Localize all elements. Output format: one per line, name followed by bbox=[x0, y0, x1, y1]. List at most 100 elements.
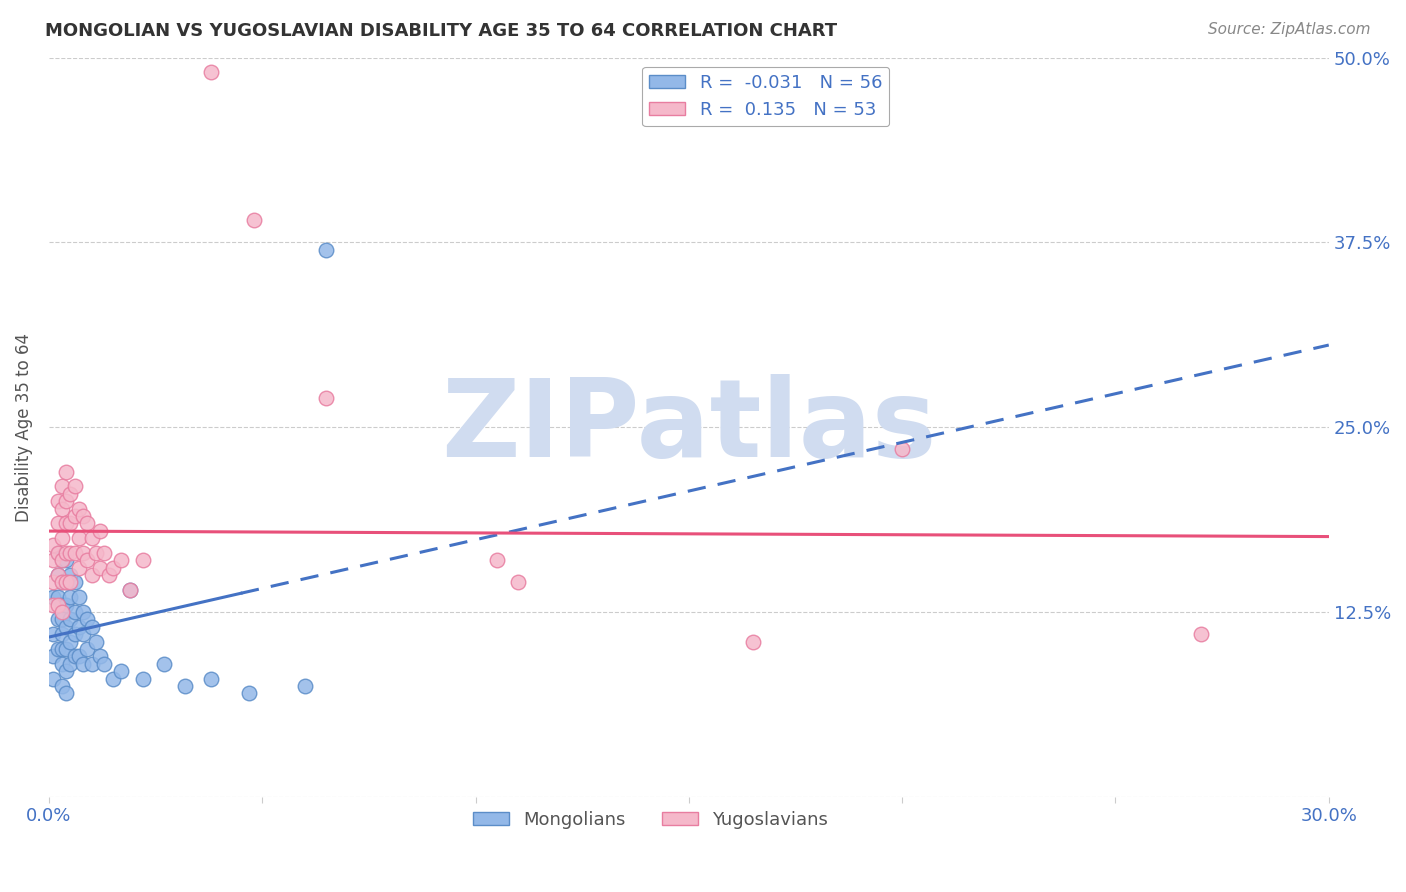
Point bbox=[46, 591, 69, 605]
Point bbox=[51, 627, 73, 641]
Point bbox=[200, 672, 222, 686]
Point bbox=[200, 65, 222, 79]
Point bbox=[63, 479, 86, 493]
Point bbox=[891, 442, 914, 457]
Point bbox=[46, 546, 69, 560]
Point bbox=[67, 591, 90, 605]
Point bbox=[42, 598, 65, 612]
Point bbox=[242, 213, 264, 227]
Point bbox=[67, 620, 90, 634]
Point bbox=[80, 620, 103, 634]
Point bbox=[51, 553, 73, 567]
Point bbox=[67, 501, 90, 516]
Point bbox=[46, 516, 69, 531]
Point bbox=[46, 568, 69, 582]
Point bbox=[51, 605, 73, 619]
Point bbox=[59, 516, 82, 531]
Point bbox=[55, 620, 77, 634]
Point bbox=[46, 568, 69, 582]
Point bbox=[315, 391, 337, 405]
Point bbox=[67, 649, 90, 664]
Point bbox=[46, 546, 69, 560]
Point bbox=[76, 553, 98, 567]
Point bbox=[55, 642, 77, 657]
Point bbox=[63, 546, 86, 560]
Point bbox=[55, 516, 77, 531]
Point bbox=[76, 516, 98, 531]
Point bbox=[67, 531, 90, 545]
Point bbox=[46, 642, 69, 657]
Point bbox=[59, 546, 82, 560]
Point bbox=[174, 679, 197, 693]
Point bbox=[89, 524, 111, 538]
Point bbox=[59, 568, 82, 582]
Point bbox=[55, 546, 77, 560]
Point bbox=[89, 649, 111, 664]
Point bbox=[84, 634, 107, 648]
Point bbox=[101, 672, 124, 686]
Point bbox=[51, 501, 73, 516]
Point bbox=[118, 582, 141, 597]
Point bbox=[63, 575, 86, 590]
Point bbox=[55, 686, 77, 700]
Point bbox=[59, 487, 82, 501]
Point bbox=[42, 539, 65, 553]
Point bbox=[55, 575, 77, 590]
Point bbox=[72, 657, 94, 671]
Point bbox=[42, 553, 65, 567]
Point bbox=[51, 479, 73, 493]
Point bbox=[110, 664, 132, 678]
Point bbox=[294, 679, 316, 693]
Point bbox=[72, 627, 94, 641]
Point bbox=[55, 598, 77, 612]
Point bbox=[63, 508, 86, 523]
Text: MONGOLIAN VS YUGOSLAVIAN DISABILITY AGE 35 TO 64 CORRELATION CHART: MONGOLIAN VS YUGOSLAVIAN DISABILITY AGE … bbox=[45, 22, 837, 40]
Point bbox=[42, 575, 65, 590]
Point bbox=[42, 591, 65, 605]
Point bbox=[55, 664, 77, 678]
Point bbox=[485, 553, 508, 567]
Point bbox=[55, 465, 77, 479]
Point bbox=[132, 672, 155, 686]
Point bbox=[80, 657, 103, 671]
Point bbox=[59, 591, 82, 605]
Y-axis label: Disability Age 35 to 64: Disability Age 35 to 64 bbox=[15, 333, 32, 522]
Point bbox=[46, 612, 69, 626]
Point bbox=[72, 605, 94, 619]
Point bbox=[80, 568, 103, 582]
Legend: Mongolians, Yugoslavians: Mongolians, Yugoslavians bbox=[465, 804, 835, 836]
Point bbox=[63, 605, 86, 619]
Point bbox=[93, 546, 115, 560]
Point bbox=[55, 575, 77, 590]
Point bbox=[110, 553, 132, 567]
Text: ZIPatlas: ZIPatlas bbox=[441, 375, 936, 480]
Point bbox=[51, 553, 73, 567]
Point bbox=[42, 672, 65, 686]
Point bbox=[72, 546, 94, 560]
Point bbox=[51, 575, 73, 590]
Point bbox=[118, 582, 141, 597]
Point bbox=[55, 494, 77, 508]
Point bbox=[84, 546, 107, 560]
Point bbox=[46, 494, 69, 508]
Point bbox=[508, 575, 530, 590]
Point bbox=[42, 627, 65, 641]
Point bbox=[51, 575, 73, 590]
Point bbox=[132, 553, 155, 567]
Point bbox=[46, 598, 69, 612]
Point bbox=[59, 575, 82, 590]
Point bbox=[59, 634, 82, 648]
Point bbox=[1189, 627, 1212, 641]
Point bbox=[741, 634, 763, 648]
Point bbox=[51, 642, 73, 657]
Point bbox=[55, 553, 77, 567]
Text: Source: ZipAtlas.com: Source: ZipAtlas.com bbox=[1208, 22, 1371, 37]
Point bbox=[89, 560, 111, 574]
Point bbox=[80, 531, 103, 545]
Point bbox=[93, 657, 115, 671]
Point bbox=[97, 568, 120, 582]
Point bbox=[51, 679, 73, 693]
Point bbox=[63, 627, 86, 641]
Point bbox=[51, 531, 73, 545]
Point bbox=[63, 649, 86, 664]
